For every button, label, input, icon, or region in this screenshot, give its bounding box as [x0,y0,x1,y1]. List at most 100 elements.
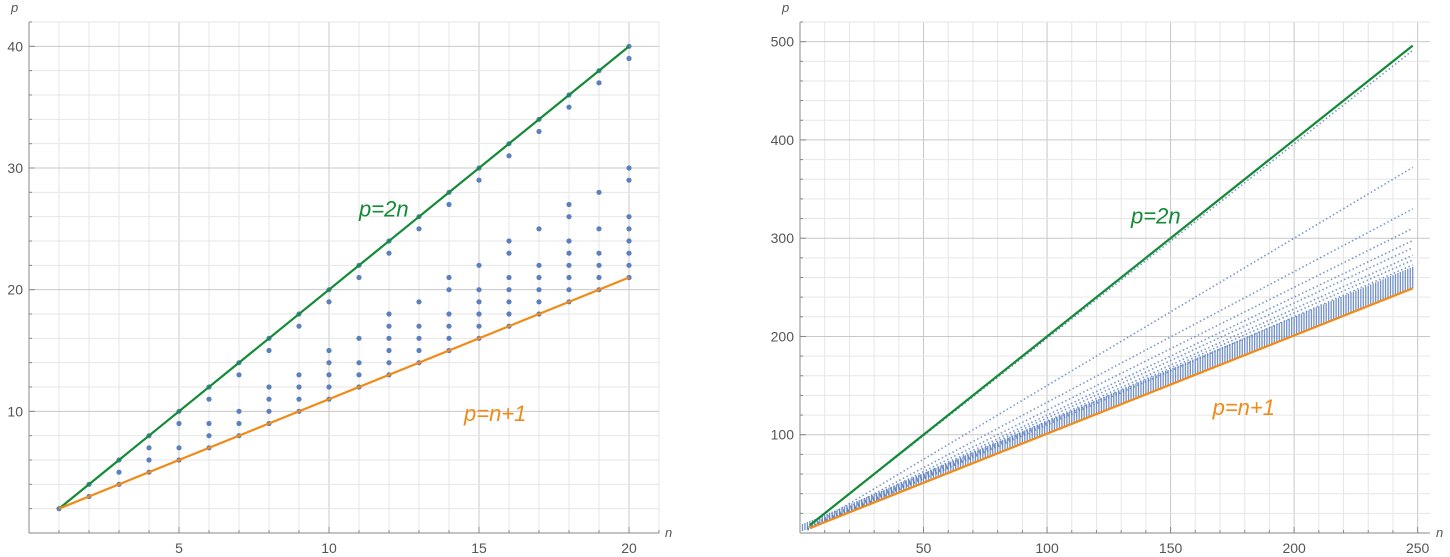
data-point [596,262,602,268]
data-point [446,311,452,317]
data-point [566,287,572,293]
right-scatter-chart: 50 100 150 200 250 100 200 300 400 500 n p p=2n p=n+… [771,0,1444,556]
y-tick-label: 40 [7,38,23,54]
labels: p=2n p=n+1 [358,197,526,426]
data-point [386,311,392,317]
data-point [506,250,512,256]
data-point [536,299,542,305]
data-point [506,299,512,305]
data-point [596,274,602,281]
reference-line [58,276,630,510]
data-point [446,335,452,341]
axes: 5 10 15 20 10 20 30 40 n p [7,0,672,556]
data-point [296,323,302,329]
y-tick-label: 30 [7,160,23,176]
axes: 50 100 150 200 250 100 200 300 400 500 n p [771,0,1444,556]
data-point [566,262,572,268]
data-point [206,420,212,427]
y-tick-label: 400 [771,132,795,148]
data-point [416,299,422,305]
data-point [266,347,272,354]
data-point [146,445,152,451]
data-point [296,396,302,402]
data-point [266,408,272,414]
data-point [626,214,632,220]
x-tick-label: 150 [1159,540,1183,556]
y-tick-label: 100 [771,427,795,443]
left-scatter-chart: 5 10 15 20 10 20 30 40 n p p=2n p=n+1 [7,0,672,556]
reference-line-label: p=2n [1130,203,1181,228]
points [801,49,1414,532]
data-point [536,262,542,268]
data-point [446,201,452,208]
data-point [386,360,392,366]
data-point [416,226,422,232]
point-ray [807,208,1414,530]
data-point [296,384,302,390]
point-ray [807,259,1414,531]
data-point [236,372,242,378]
x-tick-label: 200 [1282,540,1306,556]
data-point [476,287,482,293]
y-axis-label: p [781,0,789,15]
data-point [416,347,422,354]
y-tick-label: 300 [771,230,795,246]
x-tick-label: 5 [175,540,183,556]
data-point [626,55,632,62]
data-point [416,323,422,329]
data-point [506,287,512,293]
data-point [236,420,242,427]
data-point [476,262,482,268]
data-point [326,360,332,366]
data-point [506,311,512,317]
data-point [356,360,362,366]
y-tick-label: 500 [771,34,795,50]
data-point [506,274,512,281]
data-point [476,311,482,317]
data-point [296,372,302,378]
data-point [566,238,572,244]
data-point [386,335,392,341]
point-ray [807,264,1414,531]
data-point [506,153,512,159]
point-ray [807,227,1414,531]
reference-line [58,45,630,510]
data-point [176,445,182,451]
data-point [176,420,182,427]
x-tick-label: 10 [321,540,337,556]
data-point [236,408,242,414]
reference-line-label: p=n+1 [463,401,526,426]
x-tick-label: 100 [1035,540,1059,556]
data-point [596,250,602,256]
data-point [566,214,572,220]
data-point [596,80,602,86]
data-point [626,238,632,244]
data-point [536,287,542,293]
data-point [386,347,392,354]
data-point [356,372,362,378]
data-point [446,274,452,281]
data-point [266,384,272,390]
x-tick-label: 15 [471,540,487,556]
data-point [386,250,392,256]
reference-lines [809,44,1414,530]
labels: p=2n p=n+1 [1130,203,1275,420]
y-tick-label: 10 [7,403,23,419]
data-point [476,177,482,183]
data-point [356,335,362,341]
data-point [626,226,632,232]
data-point [566,104,572,110]
reference-line [809,287,1414,530]
data-point [326,372,332,378]
data-point [536,128,542,135]
x-tick-label: 50 [916,540,932,556]
reference-line-label: p=2n [358,197,409,222]
data-point [266,396,272,402]
reference-line [809,44,1414,526]
data-point [416,335,422,341]
data-point [626,165,632,171]
data-point [566,250,572,256]
data-point [596,189,602,195]
y-tick-label: 20 [7,282,23,298]
data-point [596,226,602,232]
